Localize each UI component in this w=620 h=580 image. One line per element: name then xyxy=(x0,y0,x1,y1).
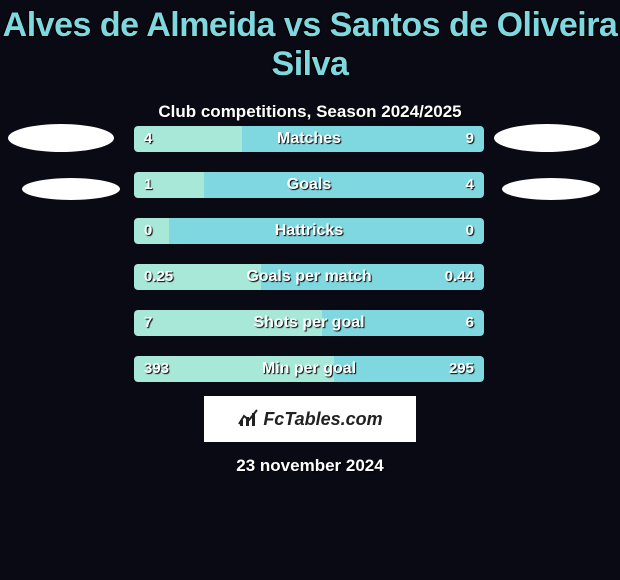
subtitle: Club competitions, Season 2024/2025 xyxy=(0,102,620,122)
stat-row: 49Matches xyxy=(134,126,484,152)
stat-label: Goals xyxy=(134,172,484,198)
stat-row: 14Goals xyxy=(134,172,484,198)
logo-box: FcTables.com xyxy=(204,396,416,442)
stat-label: Min per goal xyxy=(134,356,484,382)
stat-label: Shots per goal xyxy=(134,310,484,336)
player-left-shadow-top xyxy=(8,124,114,152)
player-right-shadow-top xyxy=(494,124,600,152)
date-label: 23 november 2024 xyxy=(0,456,620,476)
logo-text: FcTables.com xyxy=(263,409,382,430)
chart-icon xyxy=(237,406,259,433)
stat-row: 0.250.44Goals per match xyxy=(134,264,484,290)
page-title: Alves de Almeida vs Santos de Oliveira S… xyxy=(0,0,620,84)
stat-row: 00Hattricks xyxy=(134,218,484,244)
player-right-shadow-mid xyxy=(502,178,600,200)
stat-label: Goals per match xyxy=(134,264,484,290)
stat-row: 76Shots per goal xyxy=(134,310,484,336)
player-left-shadow-mid xyxy=(22,178,120,200)
stat-rows: 49Matches 14Goals 00Hattricks 0.250.44Goals… xyxy=(134,126,484,402)
stat-label: Matches xyxy=(134,126,484,152)
stat-label: Hattricks xyxy=(134,218,484,244)
stat-row: 393295Min per goal xyxy=(134,356,484,382)
